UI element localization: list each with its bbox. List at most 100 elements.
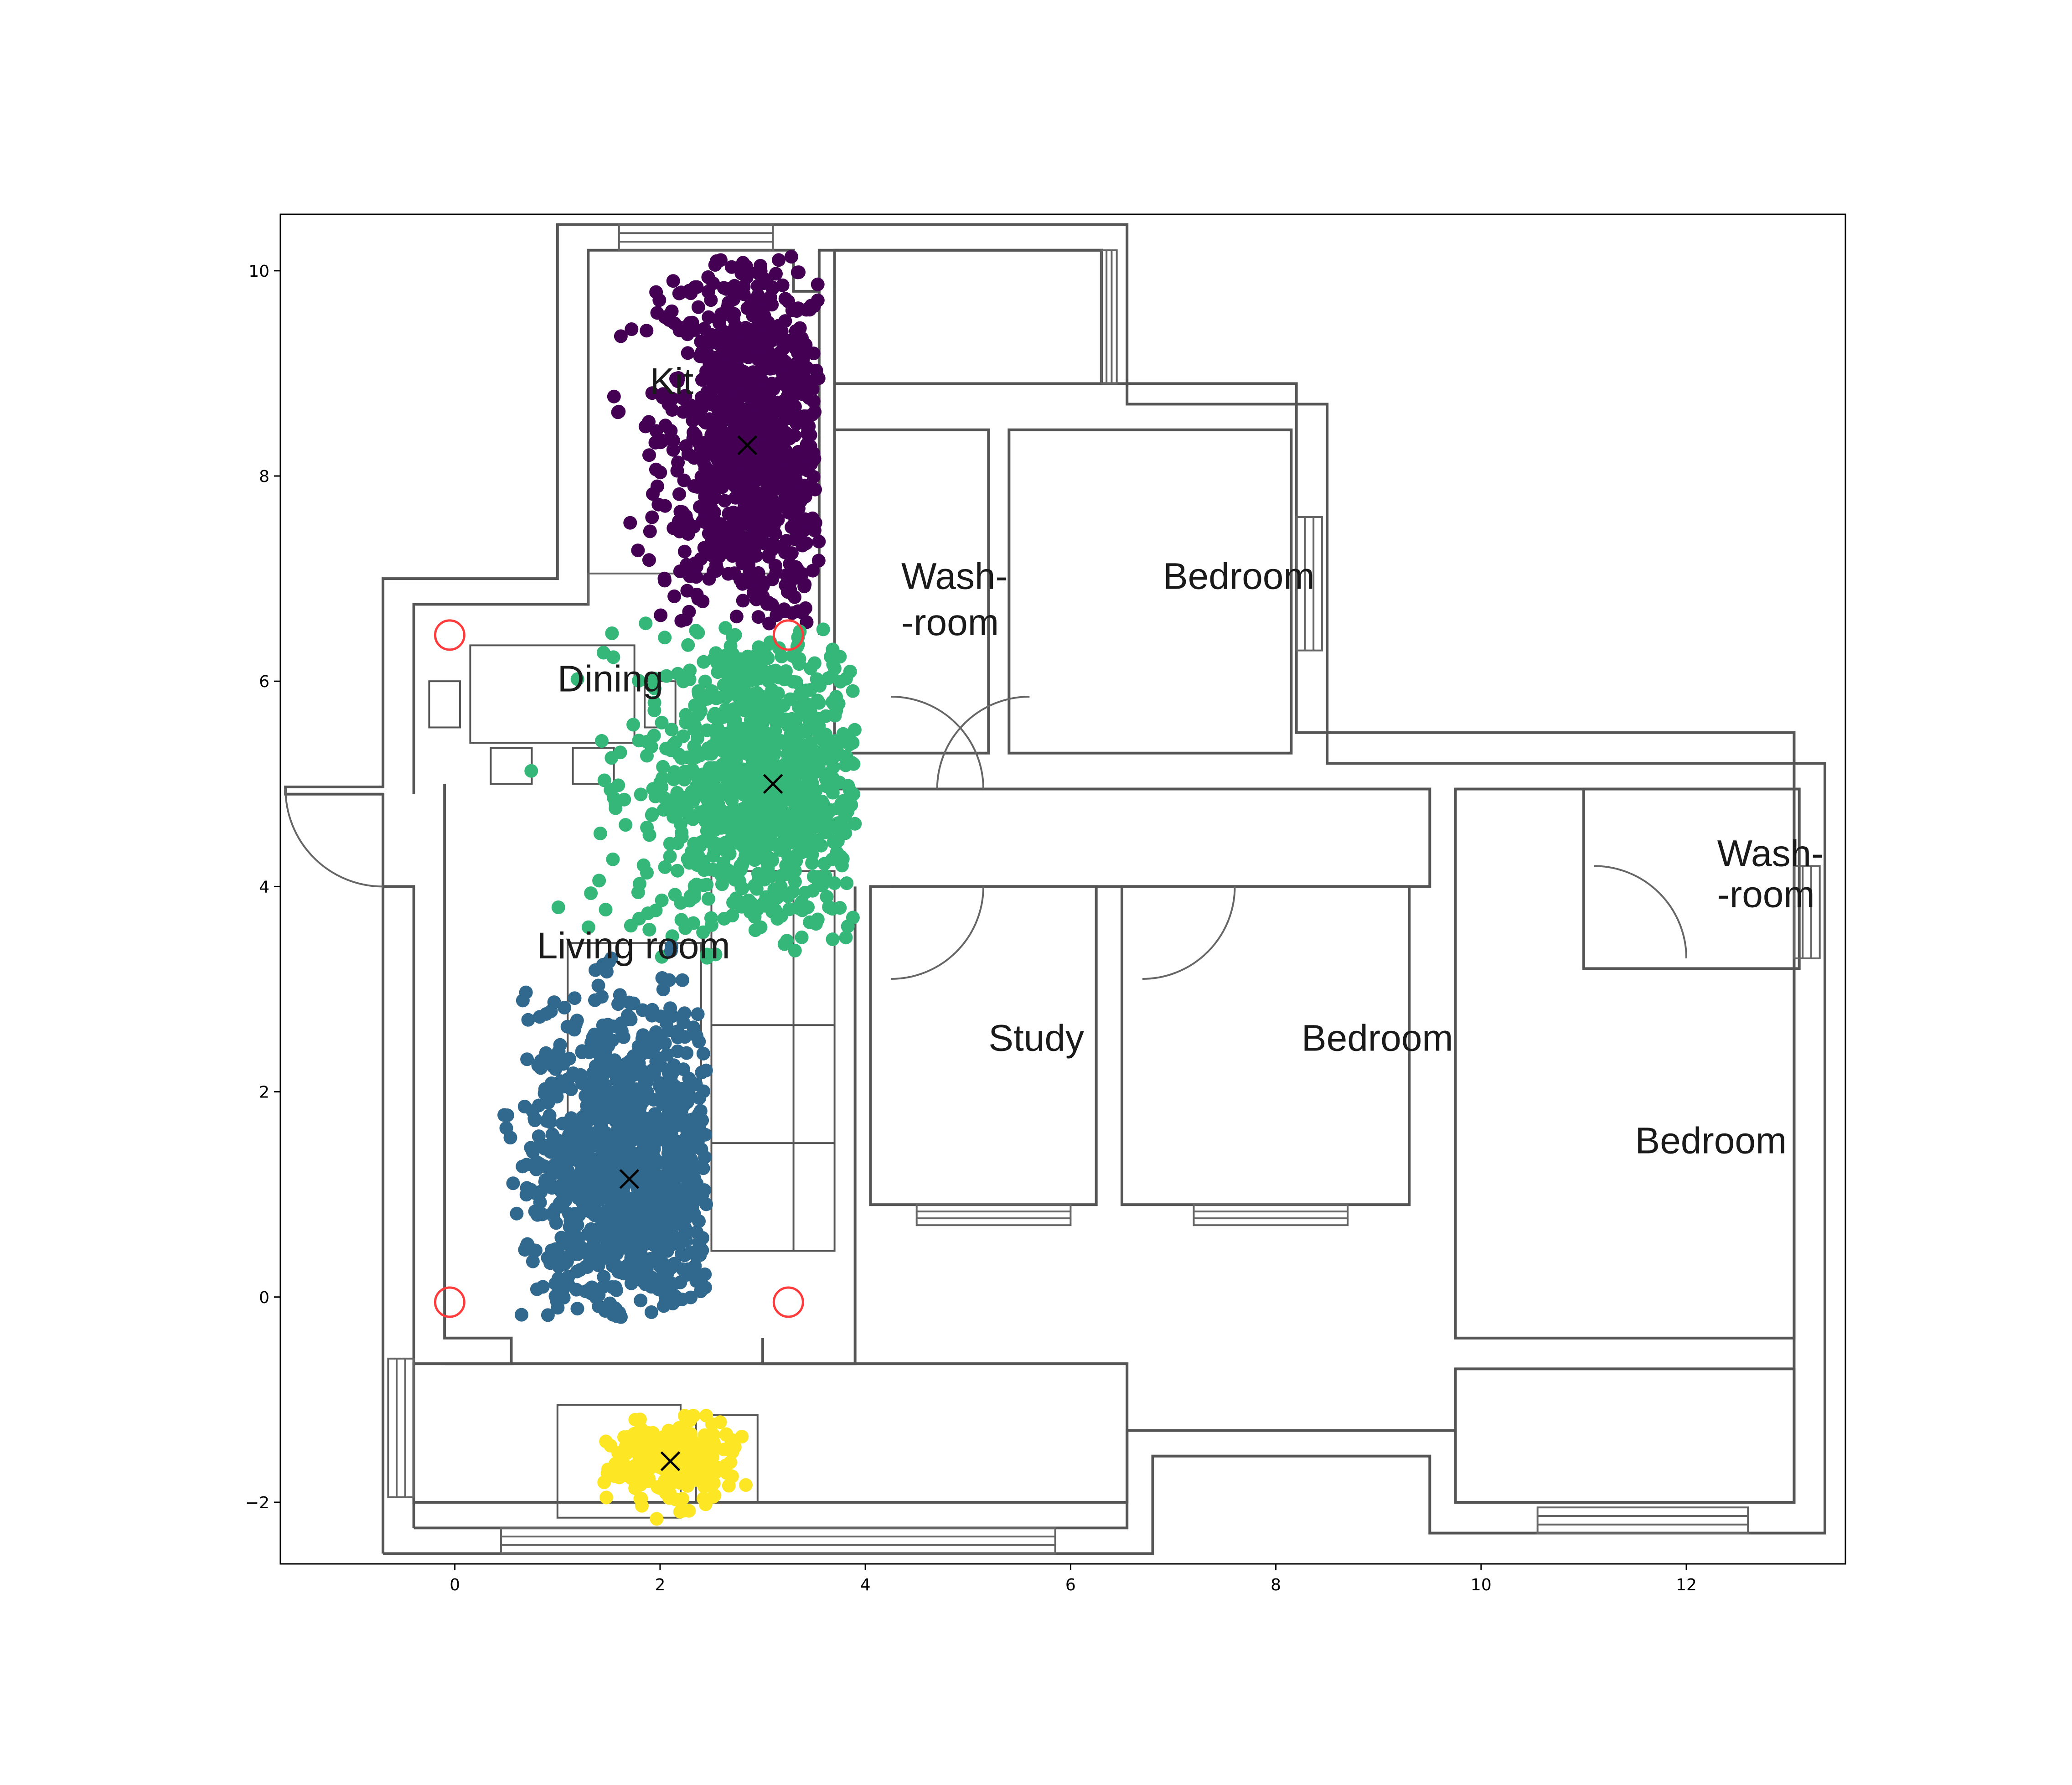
scatter-point (672, 487, 686, 501)
scatter-point (826, 932, 840, 947)
scatter-point (741, 553, 755, 567)
scatter-point (619, 1465, 633, 1479)
scatter-point (811, 746, 825, 761)
scatter-point (642, 828, 656, 842)
scatter-point (593, 827, 607, 840)
scatter-point (570, 1244, 584, 1258)
scatter-point (666, 1296, 680, 1310)
scatter-point (690, 588, 704, 601)
scatter-point (665, 1201, 679, 1216)
scatter-point (732, 677, 746, 691)
scatter-point (680, 1046, 694, 1060)
scatter-point (696, 693, 710, 707)
scatter-point (618, 1196, 632, 1210)
scatter-point (751, 610, 765, 624)
scatter-point (642, 923, 656, 936)
scatter-point (711, 665, 725, 679)
scatter-point (573, 1148, 587, 1162)
scatter-point (706, 1490, 720, 1504)
outer-wall (284, 223, 1826, 1555)
scatter-point (524, 1141, 538, 1155)
scatter-point (599, 1110, 614, 1124)
door-swing (936, 695, 1030, 789)
scatter-point (682, 1504, 696, 1518)
scatter-point (644, 1305, 658, 1319)
scatter-point (686, 1020, 700, 1035)
scatter-point (697, 345, 711, 359)
scatter-point (739, 422, 753, 436)
scatter-point (636, 1065, 650, 1078)
scatter-point (687, 520, 701, 534)
scatter-point (747, 694, 761, 708)
scatter-point (647, 704, 661, 718)
scatter-point (580, 1098, 594, 1112)
anchor-marker (772, 1286, 804, 1318)
chair (572, 747, 615, 785)
scatter-point (568, 1207, 582, 1221)
scatter-point (750, 328, 765, 342)
scatter-point (625, 322, 639, 336)
scatter-point (813, 805, 827, 819)
scatter-point (797, 796, 811, 810)
scatter-point (532, 1129, 546, 1143)
scatter-point (688, 1259, 702, 1273)
scatter-point (778, 836, 791, 850)
scatter-point (722, 1441, 736, 1455)
scatter-point (692, 1091, 707, 1105)
scatter-point (552, 1271, 566, 1285)
scatter-point (790, 304, 804, 318)
scatter-point (619, 1119, 633, 1133)
y-tick-label: 6 (259, 673, 269, 691)
scatter-point (592, 1186, 606, 1200)
scatter-point (645, 510, 659, 524)
scatter-point (562, 1051, 576, 1066)
scatter-point (700, 723, 714, 737)
scatter-point (726, 311, 740, 325)
scatter-point (591, 978, 605, 993)
scatter-point (756, 579, 770, 593)
scatter-point (746, 774, 760, 788)
scatter-point (701, 747, 715, 761)
scatter-point (749, 299, 764, 313)
scatter-point (735, 577, 749, 591)
scatter-point (745, 671, 759, 685)
scatter-point (652, 1079, 667, 1093)
scatter-point (805, 408, 819, 422)
scatter-point (698, 1150, 712, 1164)
scatter-point (554, 1147, 568, 1161)
scatter-point (834, 799, 848, 813)
room-label: Wash- (901, 556, 1008, 597)
scatter-point (590, 1086, 605, 1099)
centroid-x-marker (763, 774, 783, 794)
centroid-x-marker (660, 1451, 681, 1471)
scatter-point (695, 1113, 709, 1128)
scatter-point (662, 1467, 677, 1481)
corridor-wall (833, 753, 1431, 888)
scatter-point (789, 472, 803, 486)
scatter-point (795, 807, 809, 822)
scatter-point (843, 664, 857, 678)
scatter-point (729, 766, 744, 780)
y-tick-label: 10 (248, 262, 269, 281)
scatter-point (846, 684, 860, 698)
balcony-wall (412, 1362, 1129, 1504)
scatter-point (611, 1265, 625, 1279)
scatter-point (631, 543, 645, 558)
scatter-point (708, 352, 723, 367)
scatter-point (596, 1018, 610, 1032)
scatter-point (651, 1447, 665, 1461)
scatter-point (779, 444, 793, 458)
scatter-point (761, 315, 775, 329)
scatter-point (694, 835, 708, 849)
scatter-point (649, 462, 663, 476)
scatter-point (574, 1176, 588, 1190)
scatter-point (629, 1158, 643, 1172)
scatter-point (686, 1200, 700, 1214)
scatter-point (766, 743, 780, 757)
scatter-point (714, 307, 729, 321)
scatter-point (677, 1248, 692, 1262)
scatter-point (787, 386, 801, 400)
scatter-point (789, 824, 803, 838)
scatter-point (803, 723, 817, 737)
scatter-point (589, 1059, 603, 1073)
